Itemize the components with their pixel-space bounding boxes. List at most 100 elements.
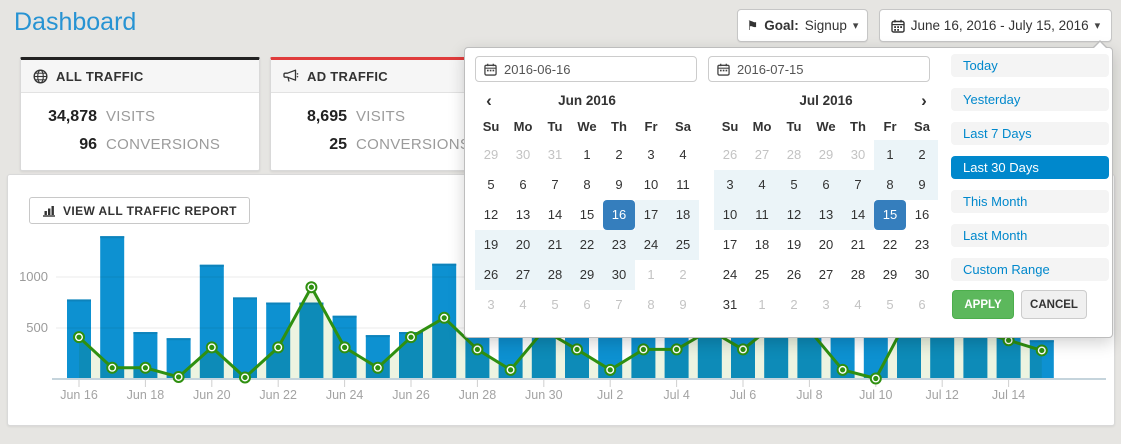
range-option-last-7-days[interactable]: Last 7 Days xyxy=(951,122,1109,145)
calendar-day[interactable]: 17 xyxy=(635,200,667,230)
calendar-day[interactable]: 6 xyxy=(918,297,926,312)
calendar-day[interactable]: 27 xyxy=(754,147,770,162)
calendar-day[interactable]: 8 xyxy=(647,297,655,312)
calendar-day[interactable]: 7 xyxy=(551,177,559,192)
range-option-this-month[interactable]: This Month xyxy=(951,190,1109,213)
calendar-day[interactable]: 4 xyxy=(746,170,778,200)
calendar-day[interactable]: 4 xyxy=(679,147,687,162)
calendar-day[interactable]: 28 xyxy=(786,147,802,162)
calendar-day[interactable]: 11 xyxy=(746,200,778,230)
calendar-day[interactable]: 30 xyxy=(515,147,531,162)
calendar-day[interactable]: 12 xyxy=(483,207,499,222)
calendar-day[interactable]: 22 xyxy=(882,237,898,252)
calendar-day[interactable]: 9 xyxy=(615,177,623,192)
calendar-day[interactable]: 23 xyxy=(603,230,635,260)
calendar-day[interactable]: 26 xyxy=(475,260,507,290)
calendar-day[interactable]: 1 xyxy=(647,267,655,282)
calendar-day[interactable]: 6 xyxy=(519,177,527,192)
calendar-day[interactable]: 9 xyxy=(679,297,687,312)
calendar-day[interactable]: 21 xyxy=(850,237,866,252)
calendar-day[interactable]: 3 xyxy=(487,297,495,312)
cancel-button[interactable]: CANCEL xyxy=(1021,290,1087,319)
calendar-day[interactable]: 31 xyxy=(722,297,738,312)
calendar-day[interactable]: 21 xyxy=(539,230,571,260)
calendar-day[interactable]: 16 xyxy=(603,200,635,230)
calendar-day[interactable]: 13 xyxy=(515,207,531,222)
calendar-day[interactable]: 30 xyxy=(850,147,866,162)
calendar-day[interactable]: 20 xyxy=(818,237,834,252)
calendar-day[interactable]: 8 xyxy=(874,170,906,200)
calendar-day[interactable]: 16 xyxy=(914,207,930,222)
calendar-day[interactable]: 4 xyxy=(854,297,862,312)
calendar-day[interactable]: 28 xyxy=(539,260,571,290)
calendar-day[interactable]: 3 xyxy=(647,147,655,162)
chevron-right-icon[interactable]: › xyxy=(921,91,927,110)
calendar-day[interactable]: 18 xyxy=(667,200,699,230)
calendar-day[interactable]: 25 xyxy=(754,267,770,282)
calendar-day[interactable]: 5 xyxy=(487,177,495,192)
view-all-traffic-report-button[interactable]: VIEW ALL TRAFFIC REPORT xyxy=(29,197,250,224)
calendar-day[interactable]: 27 xyxy=(818,267,834,282)
calendar-day[interactable]: 20 xyxy=(507,230,539,260)
start-date-input[interactable]: 2016-06-16 xyxy=(475,56,697,82)
calendar-day[interactable]: 3 xyxy=(822,297,830,312)
calendar-day[interactable]: 6 xyxy=(810,170,842,200)
calendar-day[interactable]: 30 xyxy=(914,267,930,282)
calendar-day[interactable]: 6 xyxy=(583,297,591,312)
range-option-yesterday[interactable]: Yesterday xyxy=(951,88,1109,111)
calendar-day[interactable]: 11 xyxy=(676,177,690,192)
calendar-day[interactable]: 1 xyxy=(583,147,591,162)
calendar-day[interactable]: 15 xyxy=(874,200,906,230)
calendar-day[interactable]: 13 xyxy=(810,200,842,230)
calendar-day[interactable]: 10 xyxy=(643,177,659,192)
calendar-day[interactable]: 18 xyxy=(754,237,770,252)
calendar-day[interactable]: 30 xyxy=(603,260,635,290)
calendar-day[interactable]: 19 xyxy=(786,237,802,252)
calendar-day[interactable]: 17 xyxy=(722,237,738,252)
calendar-day[interactable]: 2 xyxy=(790,297,798,312)
calendar-day[interactable]: 2 xyxy=(906,140,938,170)
end-date-input[interactable]: 2016-07-15 xyxy=(708,56,930,82)
calendar-day[interactable]: 2 xyxy=(615,147,623,162)
range-option-today[interactable]: Today xyxy=(951,54,1109,77)
calendar-day[interactable]: 12 xyxy=(778,200,810,230)
calendar-day[interactable]: 24 xyxy=(722,267,738,282)
calendar-day[interactable]: 29 xyxy=(882,267,898,282)
calendar-day[interactable]: 29 xyxy=(571,260,603,290)
calendar-day[interactable]: 14 xyxy=(547,207,563,222)
calendar-day[interactable]: 24 xyxy=(635,230,667,260)
calendar-day[interactable]: 7 xyxy=(842,170,874,200)
calendar-day[interactable]: 27 xyxy=(507,260,539,290)
calendar-day[interactable]: 23 xyxy=(914,237,930,252)
calendar-day[interactable]: 8 xyxy=(583,177,591,192)
calendar-day[interactable]: 28 xyxy=(850,267,866,282)
calendar-day[interactable]: 26 xyxy=(722,147,738,162)
range-option-custom-range[interactable]: Custom Range xyxy=(951,258,1109,281)
calendar-day[interactable]: 2 xyxy=(679,267,687,282)
calendar-day[interactable]: 3 xyxy=(714,170,746,200)
calendar-day[interactable]: 29 xyxy=(483,147,499,162)
calendar-day[interactable]: 14 xyxy=(842,200,874,230)
chevron-left-icon[interactable]: ‹ xyxy=(486,91,492,110)
range-option-last-month[interactable]: Last Month xyxy=(951,224,1109,247)
range-option-last-30-days[interactable]: Last 30 Days xyxy=(951,156,1109,179)
calendar-day[interactable]: 26 xyxy=(786,267,802,282)
calendar-day[interactable]: 4 xyxy=(519,297,527,312)
calendar-day[interactable]: 1 xyxy=(758,297,766,312)
calendar-day[interactable]: 1 xyxy=(874,140,906,170)
calendar-day[interactable]: 19 xyxy=(475,230,507,260)
calendar-day[interactable]: 5 xyxy=(551,297,559,312)
calendar-day[interactable]: 10 xyxy=(714,200,746,230)
date-range-button[interactable]: June 16, 2016 - July 15, 2016 ▾ xyxy=(879,9,1112,42)
calendar-day[interactable]: 22 xyxy=(571,230,603,260)
calendar-day[interactable]: 25 xyxy=(667,230,699,260)
calendar-day[interactable]: 15 xyxy=(579,207,595,222)
goal-selector-button[interactable]: ⚑ Goal: Signup ▾ xyxy=(737,9,868,42)
calendar-day[interactable]: 5 xyxy=(778,170,810,200)
apply-button[interactable]: APPLY xyxy=(952,290,1014,319)
calendar-day[interactable]: 9 xyxy=(906,170,938,200)
calendar-day[interactable]: 29 xyxy=(818,147,834,162)
calendar-day[interactable]: 5 xyxy=(886,297,894,312)
calendar-day[interactable]: 7 xyxy=(615,297,623,312)
calendar-day[interactable]: 31 xyxy=(547,147,563,162)
